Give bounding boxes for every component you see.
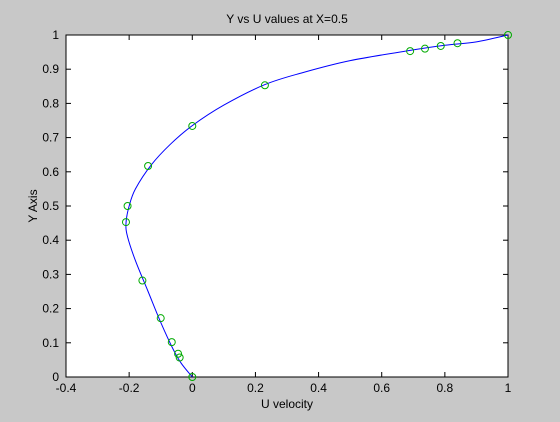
y-axis: 0 0.1 0.2 0.3 0.4 0.5 0.6 0.7 0.8 0.9 1 bbox=[42, 28, 508, 384]
x-tick-label: 0.8 bbox=[437, 381, 454, 395]
y-tick-label: 0.2 bbox=[42, 302, 59, 316]
y-tick-label: 0.5 bbox=[42, 199, 59, 213]
x-tick-label: 0.2 bbox=[247, 381, 264, 395]
data-point bbox=[144, 161, 153, 170]
data-point bbox=[188, 121, 197, 130]
plot-area bbox=[65, 34, 509, 378]
y-tick-label: 0.6 bbox=[42, 165, 59, 179]
data-point bbox=[453, 39, 462, 48]
data-point bbox=[138, 276, 147, 285]
x-tick-label: 1 bbox=[505, 381, 512, 395]
x-axis-label: U velocity bbox=[261, 397, 313, 411]
y-tick-label: 0.1 bbox=[42, 336, 59, 350]
y-tick-label: 0 bbox=[52, 370, 59, 384]
data-point bbox=[167, 338, 176, 347]
data-point bbox=[436, 41, 445, 50]
data-point bbox=[175, 353, 184, 362]
data-point bbox=[260, 81, 269, 90]
data-point bbox=[174, 349, 183, 358]
chart-title: Y vs U values at X=0.5 bbox=[226, 12, 348, 26]
data-point bbox=[406, 47, 415, 56]
data-point bbox=[123, 202, 132, 210]
data-point bbox=[156, 314, 165, 323]
x-tick-label: 0 bbox=[189, 381, 196, 395]
y-tick-label: 0.7 bbox=[42, 131, 59, 145]
y-tick-label: 0.9 bbox=[42, 62, 59, 76]
y-tick-label: 0.3 bbox=[42, 267, 59, 281]
data-point bbox=[188, 373, 197, 381]
x-tick-label: -0.2 bbox=[119, 381, 140, 395]
y-tick-label: 0.8 bbox=[42, 96, 59, 110]
x-axis: -0.4 -0.2 0 0.2 0.4 0.6 0.8 1 bbox=[56, 35, 512, 395]
data-point bbox=[420, 44, 429, 53]
x-tick-label: 0.6 bbox=[373, 381, 390, 395]
y-tick-label: 1 bbox=[52, 28, 59, 42]
series-markers bbox=[121, 31, 512, 381]
y-tick-label: 0.4 bbox=[42, 233, 59, 247]
y-axis-label: Y Axis bbox=[26, 189, 40, 222]
x-tick-label: -0.4 bbox=[56, 381, 77, 395]
data-point bbox=[504, 31, 512, 39]
x-tick-label: 0.4 bbox=[310, 381, 327, 395]
data-point bbox=[121, 218, 130, 227]
